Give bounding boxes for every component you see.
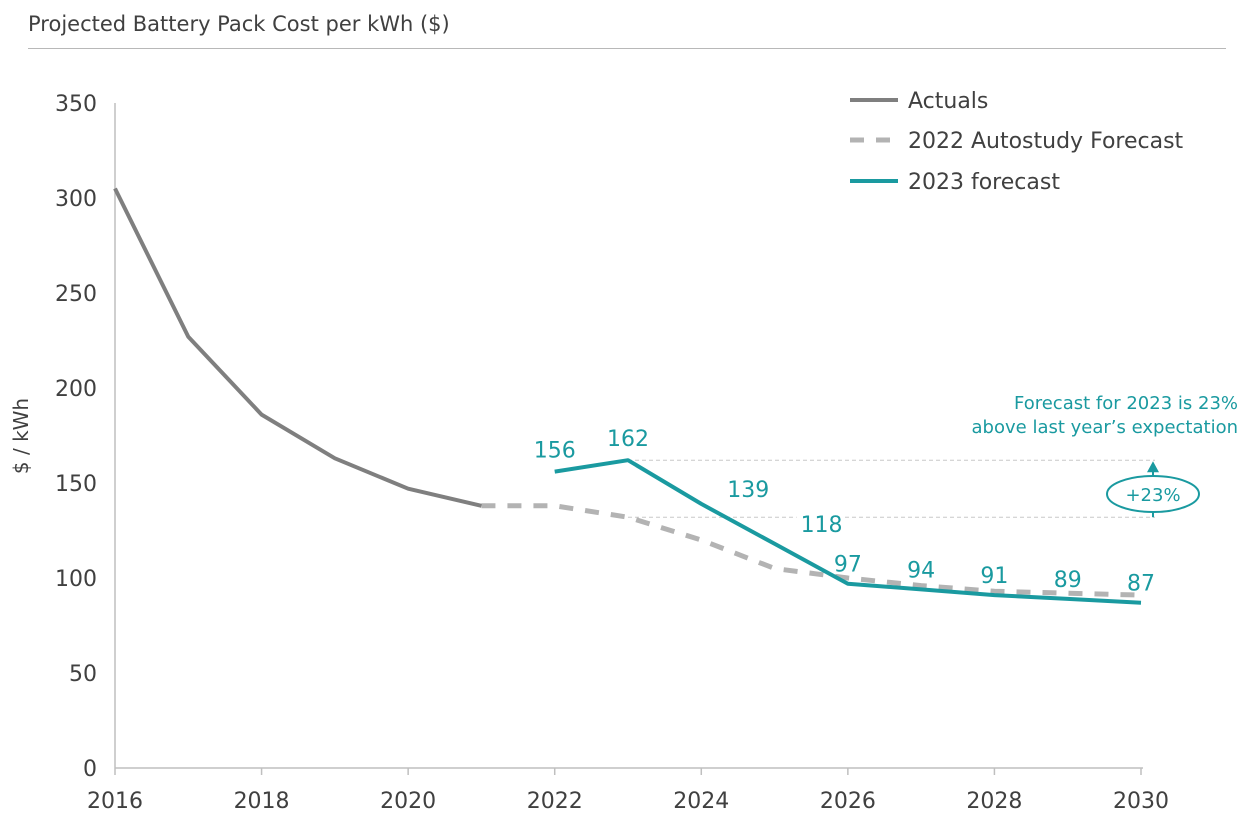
data-label: 97: [834, 553, 862, 578]
legend-label: Actuals: [908, 89, 988, 114]
x-tick-label: 2024: [673, 789, 729, 814]
x-tick-label: 2018: [234, 789, 290, 814]
axes: 0 50 100 150 200 250 300 350 2016 2018 2020 2022 202…: [9, 92, 1169, 814]
data-label: 156: [534, 439, 576, 464]
x-tick-label: 2028: [966, 789, 1022, 814]
y-tick-label: 350: [55, 92, 97, 117]
reference-lines: [628, 459, 1155, 518]
x-tick-label: 2016: [87, 789, 143, 814]
badge-ellipse: [1106, 475, 1200, 513]
y-tick-label: 200: [55, 377, 97, 402]
data-label: 162: [607, 427, 649, 452]
chart-title: Projected Battery Pack Cost per kWh ($): [28, 12, 450, 36]
y-tick-label: 0: [83, 757, 97, 782]
x-tick-label: 2022: [527, 789, 583, 814]
legend-label: 2023 forecast: [908, 170, 1060, 195]
y-axis-label: $ / kWh: [9, 398, 33, 474]
data-label: 139: [727, 478, 769, 503]
x-tick-label: 2020: [380, 789, 436, 814]
annotation-text-line2: above last year’s expectation: [972, 417, 1238, 438]
y-tick-label: 150: [55, 472, 97, 497]
legend: Actuals 2022 Autostudy Forecast 2023 forec…: [850, 89, 1184, 195]
data-label: 87: [1127, 572, 1155, 597]
data-labels: 156 162 139 118 97 94 91 89 87: [534, 427, 1155, 597]
title-divider: [28, 48, 1226, 49]
annotation: Forecast for 2023 is 23% above last year’…: [972, 393, 1238, 518]
data-label-background: [796, 509, 843, 536]
arrow-up-icon: [1147, 461, 1159, 473]
x-tick-label: 2030: [1113, 789, 1169, 814]
data-label: 91: [980, 564, 1008, 589]
data-label: 118: [801, 513, 843, 538]
badge-text: +23%: [1125, 485, 1180, 506]
data-label: 89: [1054, 568, 1082, 593]
y-tick-label: 250: [55, 282, 97, 307]
legend-label: 2022 Autostudy Forecast: [908, 129, 1184, 154]
y-tick-label: 300: [55, 187, 97, 212]
data-label-background: [723, 474, 770, 501]
x-tick-label: 2026: [820, 789, 876, 814]
annotation-text-line1: Forecast for 2023 is 23%: [1014, 393, 1238, 414]
series-lines: [113, 187, 1142, 605]
series-line-actuals: [113, 187, 482, 508]
y-tick-label: 100: [55, 567, 97, 592]
series-line-2022-autostudy-forecast: [481, 503, 1142, 598]
data-label: 94: [907, 558, 935, 583]
y-tick-label: 50: [69, 662, 97, 687]
